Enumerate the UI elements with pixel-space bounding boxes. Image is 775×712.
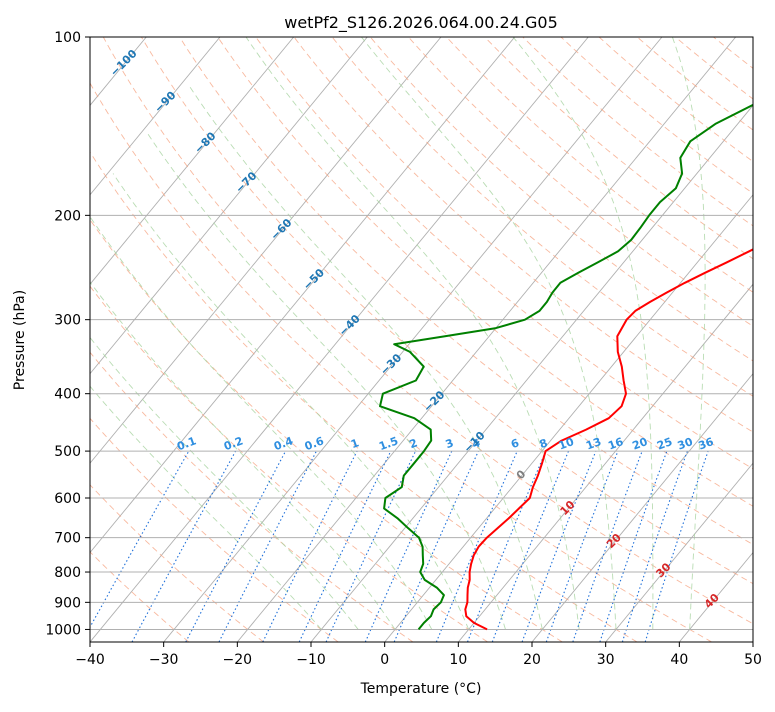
x-tick-label: 0 [380,652,389,668]
x-tick-label: 20 [523,652,541,668]
y-tick-label: 300 [54,313,81,329]
y-axis-label: Pressure (hPa) [12,290,28,390]
y-tick-label: 100 [54,30,81,46]
y-tick-label: 900 [54,595,81,611]
x-tick-label: −20 [223,652,253,668]
x-tick-label: 30 [597,652,615,668]
chart-title: wetPf2_S126.2026.064.00.24.G05 [284,13,558,33]
y-tick-label: 500 [54,444,81,460]
x-axis-label: Temperature (°C) [360,681,482,697]
x-tick-label: −30 [149,652,179,668]
x-tick-label: −10 [296,652,326,668]
y-tick-label: 800 [54,565,81,581]
x-tick-label: −40 [75,652,105,668]
x-tick-label: 10 [449,652,467,668]
y-tick-label: 400 [54,387,81,403]
x-tick-label: 50 [744,652,762,668]
y-tick-label: 200 [54,208,81,224]
y-tick-label: 700 [54,531,81,547]
y-tick-label: 600 [54,491,81,507]
x-tick-label: 40 [670,652,688,668]
y-tick-label: 1000 [45,622,81,638]
